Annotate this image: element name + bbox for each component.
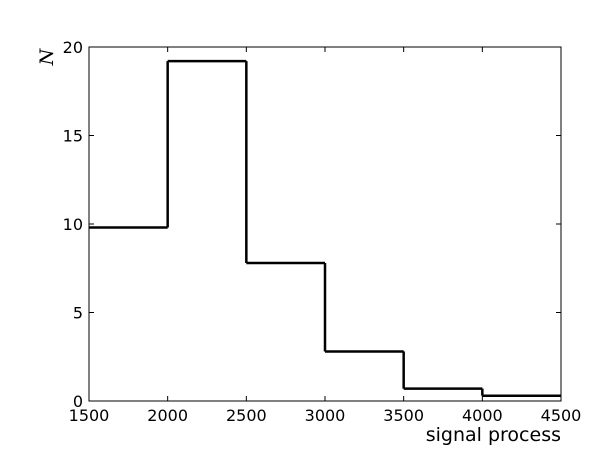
x-tick-label: 4500 [541, 406, 582, 425]
y-tick-label: 20 [63, 38, 83, 57]
x-tick-label: 1500 [69, 406, 110, 425]
y-tick-label: 15 [63, 127, 83, 146]
x-tick-label: 2500 [226, 406, 267, 425]
x-tick-label: 3500 [383, 406, 424, 425]
x-axis-label: signal process [426, 424, 561, 446]
y-tick-label: 10 [63, 215, 83, 234]
y-tick-label: 0 [73, 392, 83, 411]
x-ticks: 1500 2000 2500 3000 3500 4000 4500 [69, 47, 582, 425]
y-axis-label: N [36, 47, 58, 66]
step-line-layer [89, 59, 561, 397]
x-tick-label: 3000 [305, 406, 346, 425]
x-tick-label: 2000 [147, 406, 188, 425]
y-ticks: 0 5 10 15 20 [63, 38, 561, 411]
x-tick-label: 4000 [462, 406, 503, 425]
y-tick-label: 5 [73, 304, 83, 323]
